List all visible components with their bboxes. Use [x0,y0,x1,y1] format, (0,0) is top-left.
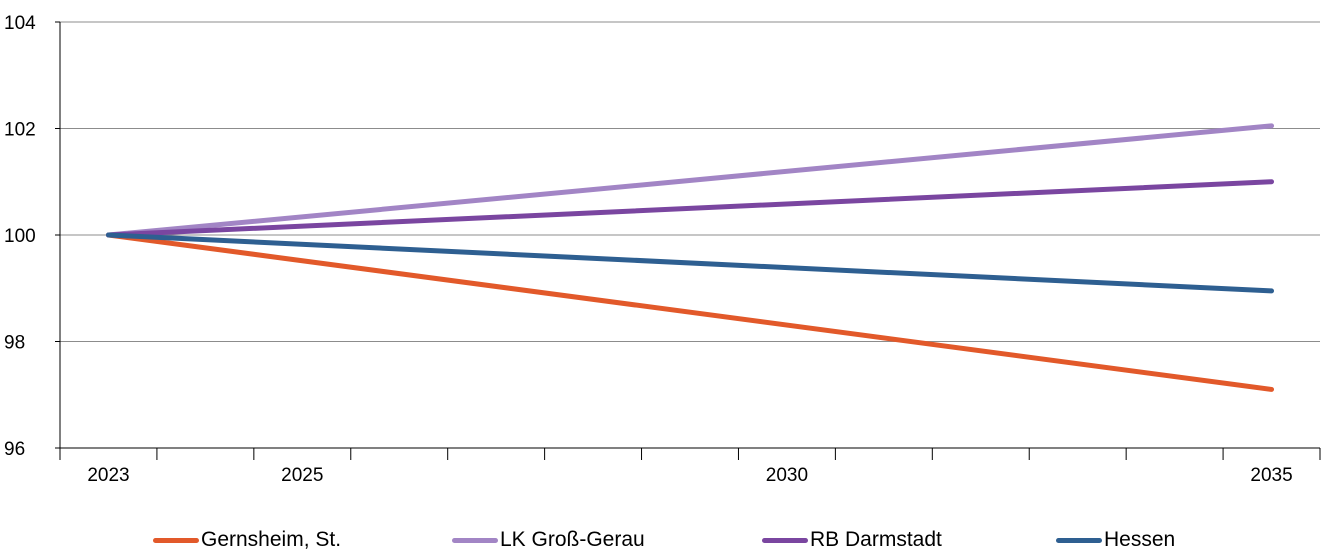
series-line-lk-gro-gerau [105,123,1275,238]
axes [55,21,1321,460]
legend-swatch [452,537,498,543]
legend-label: LK Groß-Gerau [500,528,645,551]
legend-item: Hessen [1056,528,1175,552]
x-tick-label: 2023 [87,465,129,486]
legend-item: Gernsheim, St. [153,528,341,552]
legend-label: RB Darmstadt [810,528,942,551]
legend-item: RB Darmstadt [762,528,942,552]
y-tick-label: 102 [4,120,36,141]
series-line-rb-darmstadt [105,179,1275,238]
legend-label: Hessen [1104,528,1176,551]
legend: Gernsheim, St. LK Groß-Gerau RB Darmstadt H… [0,528,1332,552]
y-tick-label: 98 [4,333,25,354]
legend-item: LK Groß-Gerau [452,528,645,552]
y-tick-label: 96 [4,439,25,460]
series-line-gernsheim-st [105,232,1275,392]
legend-swatch [762,537,808,543]
tick-labels: 96 98 100 102 104 2023 2025 2030 2035 [4,13,1293,486]
gridlines [60,21,1320,342]
legend-swatch [1056,537,1102,543]
y-tick-label: 104 [4,13,36,34]
x-tick-label: 2025 [281,465,323,486]
x-tick-label: 2030 [766,465,808,486]
legend-label: Gernsheim, St. [201,528,342,551]
legend-swatch [153,537,199,543]
x-tick-label: 2035 [1250,465,1292,486]
series-lines [105,123,1275,392]
y-tick-label: 100 [4,226,36,247]
series-line-hessen [105,232,1275,294]
